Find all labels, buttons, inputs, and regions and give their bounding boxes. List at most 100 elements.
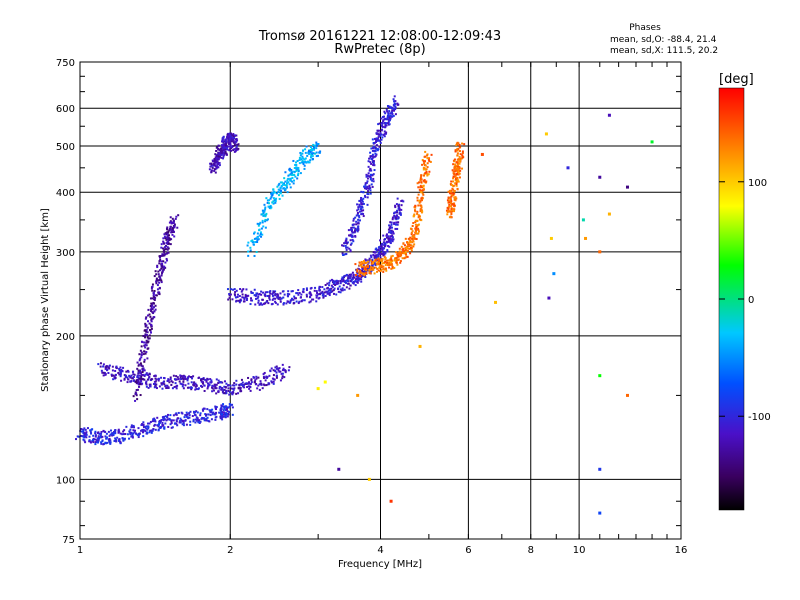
data-point [231,298,234,301]
data-point [400,208,403,211]
data-point [461,167,464,170]
data-point [290,290,293,293]
data-point [452,175,455,178]
data-point [383,110,386,113]
data-point [158,286,161,289]
data-point [397,204,400,207]
data-point [291,174,294,177]
data-point [396,211,399,214]
data-point [454,179,457,182]
data-point [401,257,404,260]
data-point [297,172,300,175]
data-point [356,213,359,216]
data-point [237,147,240,150]
data-point [381,125,384,128]
data-point [304,148,307,151]
data-point [169,221,172,224]
data-point [452,210,455,213]
data-point [128,430,131,433]
data-point [158,262,161,265]
data-point [354,263,357,266]
data-point [450,180,453,183]
data-point [145,344,148,347]
data-point [303,161,306,164]
data-point [416,199,419,202]
data-point [202,377,205,380]
data-point [166,259,169,262]
data-point [342,280,345,283]
data-point [421,159,424,162]
data-point [221,411,224,414]
data-point [405,248,408,251]
data-point [395,251,398,254]
data-point [361,203,364,206]
data-point [406,250,409,253]
data-point [387,259,390,262]
data-point [314,144,317,147]
data-point [238,301,241,304]
data-point [288,293,291,296]
data-point [117,428,120,431]
data-point [86,427,89,430]
data-point [372,267,375,270]
data-point [85,436,88,439]
data-point [332,289,335,292]
data-point [416,196,419,199]
data-point [420,178,423,181]
data-point [387,262,390,265]
data-point [359,271,362,274]
data-point [348,287,351,290]
data-point [381,249,384,252]
data-point [171,217,174,220]
data-point [456,143,459,146]
data-point [356,393,360,397]
data-point [128,374,131,377]
plot-grid [80,62,681,539]
data-point [271,294,274,297]
data-point [414,227,417,230]
data-point [210,169,213,172]
data-point [375,256,378,259]
data-point [184,419,187,422]
data-point [389,225,392,228]
data-point [302,162,305,165]
data-point [420,209,423,212]
data-point [109,442,112,445]
data-point [259,233,262,236]
data-point [161,424,164,427]
data-point [377,261,380,264]
data-point [232,391,235,394]
data-point [228,133,231,136]
data-point [244,295,247,298]
data-point [229,293,232,296]
data-point [264,206,267,209]
data-point [356,203,359,206]
data-point [272,382,275,385]
data-point [232,384,235,387]
data-point [302,288,305,291]
data-point [457,173,460,176]
data-point [84,428,87,431]
data-point [170,238,173,241]
data-point [337,280,340,283]
data-point [149,383,152,386]
data-point [235,300,238,303]
data-point [282,182,285,185]
data-point [368,271,371,274]
data-point [383,121,386,124]
data-point [446,211,449,214]
data-point [166,251,169,254]
data-point [383,247,386,250]
data-point [175,419,178,422]
data-point [366,180,369,183]
data-point [360,265,363,268]
data-point [420,219,423,222]
data-point [452,177,455,180]
data-point [220,156,223,159]
data-point [418,344,422,348]
data-point [137,364,140,367]
data-point [144,325,147,328]
data-point [142,334,145,337]
data-point [369,155,372,158]
data-point [286,179,289,182]
